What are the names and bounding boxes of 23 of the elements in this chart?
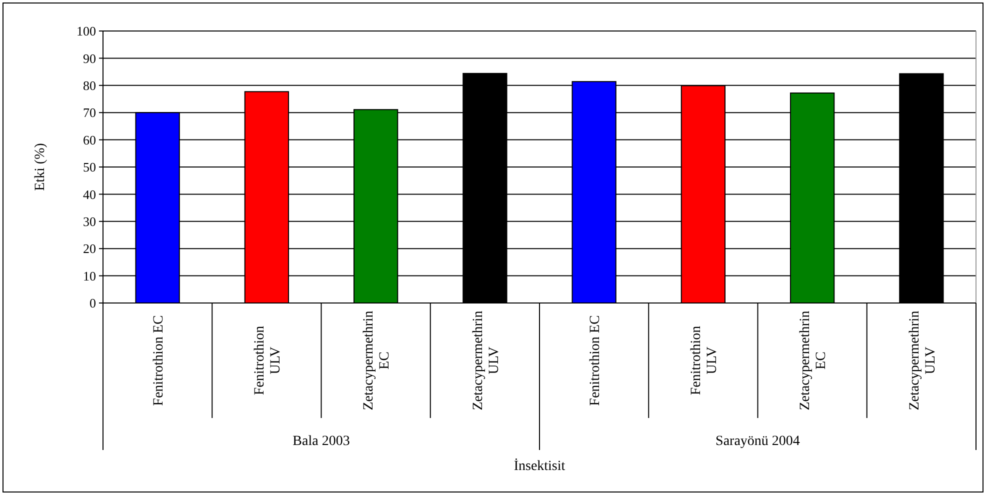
y-axis-title: Etki (%): [33, 142, 48, 191]
y-tick-label: 80: [83, 78, 96, 93]
y-tick-label: 50: [83, 160, 96, 175]
x-tick-label: Zetacypermethrin EC: [362, 310, 393, 410]
y-tick-label: 60: [83, 132, 96, 148]
y-tick-label: 30: [83, 214, 96, 229]
x-axis-title: İnsektisit: [514, 458, 566, 474]
text: Sarayönü 2004: [716, 434, 800, 449]
text: Bala 2003: [292, 434, 350, 449]
x-tick-label: Zetacypermethrin ULV: [907, 310, 938, 410]
x-tick-label: Fenitrothion EC: [151, 315, 166, 406]
x-tick-label: Fenitrothion ULV: [252, 326, 284, 396]
x-tick-label: Fenitrothion EC: [588, 315, 603, 406]
y-tick-label: 10: [83, 268, 96, 284]
x-tick-label: Zetacypermethrin EC: [798, 310, 830, 410]
y-tick-label: 100: [76, 24, 96, 39]
x-tick-label: Zetacypermethrin ULV: [470, 310, 502, 410]
x-tick-label: Fenitrothion ULV: [689, 326, 720, 396]
y-tick-label: 40: [83, 186, 96, 202]
y-tick-label: 90: [83, 50, 96, 66]
y-tick-label: 0: [90, 296, 96, 311]
y-tick-label: 70: [83, 105, 96, 120]
y-tick-label: 20: [83, 241, 96, 256]
